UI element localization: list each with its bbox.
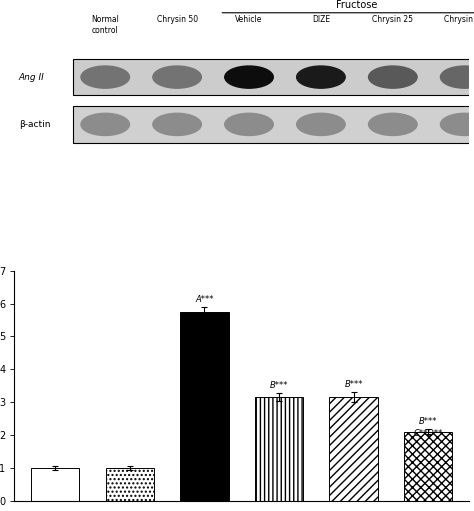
Bar [73,59,474,96]
Ellipse shape [440,113,474,135]
Ellipse shape [225,66,273,88]
Text: C**D**: C**D** [413,429,443,438]
Text: Chrysin 25: Chrysin 25 [372,15,413,25]
Ellipse shape [297,66,345,88]
Ellipse shape [369,113,417,135]
Text: B***: B*** [345,380,363,389]
Bar [73,106,474,143]
Text: Ang II: Ang II [19,73,45,82]
Text: β-actin: β-actin [19,120,50,129]
Text: B***: B*** [419,417,438,426]
Text: Chrysin 50: Chrysin 50 [156,15,198,25]
Text: B***: B*** [270,381,288,390]
Text: Vehicle: Vehicle [235,15,263,25]
Ellipse shape [153,113,201,135]
Text: DIZE: DIZE [312,15,330,25]
Text: Chrysin 50: Chrysin 50 [444,15,474,25]
Bar [255,397,303,501]
Ellipse shape [440,66,474,88]
Bar [404,432,453,501]
Ellipse shape [297,113,345,135]
Ellipse shape [225,113,273,135]
Ellipse shape [153,66,201,88]
Text: Normal
control: Normal control [91,15,119,35]
Ellipse shape [81,113,129,135]
Bar [106,468,154,501]
Bar [329,397,378,501]
Bar [180,312,228,501]
Text: A***: A*** [195,295,214,304]
Ellipse shape [81,66,129,88]
Bar [31,468,80,501]
Text: Fructose: Fructose [336,0,378,10]
Ellipse shape [369,66,417,88]
